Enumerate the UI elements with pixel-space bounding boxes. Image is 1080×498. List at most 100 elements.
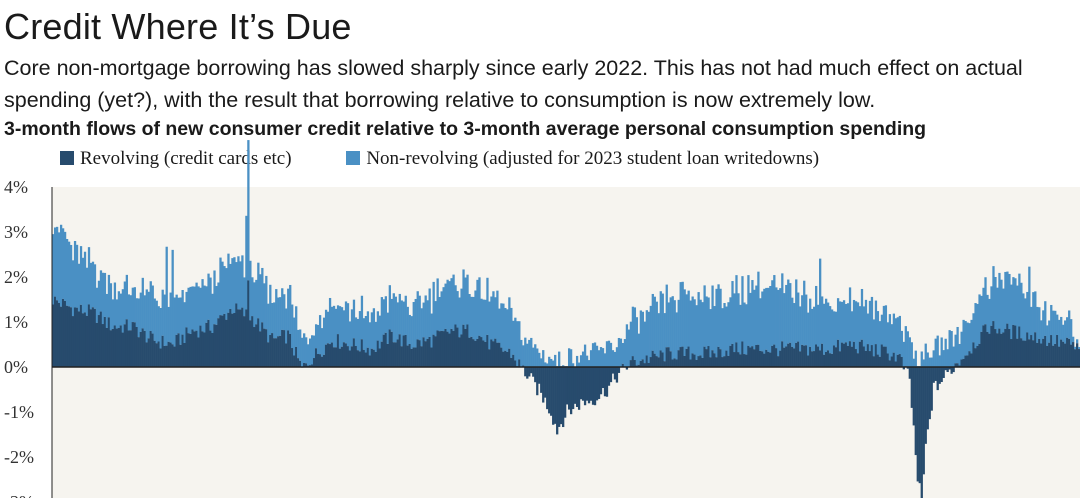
bar-non-revolving bbox=[219, 257, 222, 316]
bar-non-revolving bbox=[456, 291, 459, 328]
bar-non-revolving bbox=[514, 317, 517, 361]
bar-revolving bbox=[105, 327, 109, 367]
bar-revolving bbox=[199, 325, 202, 367]
bar-non-revolving bbox=[767, 287, 770, 352]
bar-non-revolving bbox=[165, 246, 168, 346]
page-title: Credit Where It’s Due bbox=[4, 6, 352, 47]
bar-revolving bbox=[133, 322, 136, 367]
bar-non-revolving bbox=[205, 286, 208, 323]
bar-revolving bbox=[1010, 339, 1013, 367]
bar-revolving bbox=[621, 363, 625, 367]
bar-revolving bbox=[940, 367, 943, 383]
bar-revolving bbox=[320, 356, 324, 367]
bar-revolving bbox=[97, 315, 101, 367]
bar-non-revolving bbox=[852, 299, 856, 342]
bar-non-revolving bbox=[601, 348, 605, 367]
bar-non-revolving bbox=[665, 284, 668, 348]
bar-revolving bbox=[886, 353, 890, 367]
bar-non-revolving bbox=[69, 244, 73, 308]
bar-revolving bbox=[458, 337, 461, 367]
bar-non-revolving bbox=[673, 300, 676, 359]
bar-non-revolving bbox=[731, 281, 734, 344]
bar-non-revolving bbox=[685, 294, 688, 349]
bar-non-revolving bbox=[303, 333, 306, 363]
bar-revolving bbox=[189, 333, 192, 367]
bar-revolving bbox=[759, 350, 762, 367]
bar-non-revolving bbox=[1056, 314, 1059, 335]
bar-revolving bbox=[836, 339, 840, 367]
bar-revolving bbox=[342, 342, 346, 367]
bar-revolving bbox=[838, 351, 842, 367]
bar-non-revolving bbox=[464, 277, 467, 329]
bar-non-revolving bbox=[695, 305, 698, 360]
bar-non-revolving bbox=[920, 351, 923, 367]
bar-revolving bbox=[793, 348, 796, 367]
bar-non-revolving bbox=[956, 326, 959, 364]
bar-non-revolving bbox=[277, 297, 280, 337]
bar-revolving bbox=[344, 343, 348, 367]
bar-revolving bbox=[803, 345, 806, 367]
bar-revolving bbox=[73, 307, 77, 367]
bar-non-revolving bbox=[691, 296, 694, 354]
bar-revolving bbox=[735, 342, 738, 367]
bar-revolving bbox=[356, 350, 360, 367]
bar-non-revolving bbox=[428, 288, 431, 337]
bar-non-revolving bbox=[585, 355, 589, 367]
bar-non-revolving bbox=[868, 300, 872, 352]
bar-non-revolving bbox=[504, 307, 507, 351]
bar-revolving bbox=[799, 351, 802, 367]
bar-revolving bbox=[986, 331, 989, 367]
bar-non-revolving bbox=[838, 301, 842, 352]
bar-revolving bbox=[390, 331, 393, 367]
bar-revolving bbox=[1050, 335, 1053, 367]
bar-non-revolving bbox=[591, 343, 595, 367]
bar-non-revolving bbox=[189, 286, 192, 334]
bar-non-revolving bbox=[898, 315, 901, 355]
bar-non-revolving bbox=[964, 321, 967, 356]
bar-non-revolving bbox=[1020, 282, 1023, 339]
bar-revolving bbox=[328, 344, 332, 367]
bar-revolving bbox=[560, 367, 563, 425]
bar-revolving bbox=[159, 348, 162, 367]
bar-revolving bbox=[936, 367, 939, 391]
bar-non-revolving bbox=[844, 304, 848, 343]
bar-revolving bbox=[145, 342, 148, 367]
bar-revolving bbox=[157, 341, 160, 367]
bar-non-revolving bbox=[1022, 293, 1025, 341]
bar-non-revolving bbox=[358, 311, 362, 352]
bar-non-revolving bbox=[366, 311, 370, 348]
bar-revolving bbox=[227, 312, 230, 367]
bar-revolving bbox=[1074, 349, 1077, 367]
bar-non-revolving bbox=[1016, 285, 1019, 339]
bar-non-revolving bbox=[312, 335, 316, 359]
bar-non-revolving bbox=[579, 355, 583, 367]
bar-revolving bbox=[605, 367, 609, 397]
bar-revolving bbox=[950, 367, 953, 374]
bar-revolving bbox=[687, 346, 690, 367]
bar-revolving bbox=[506, 351, 509, 367]
bar-revolving bbox=[420, 346, 423, 367]
bar-revolving bbox=[484, 341, 487, 367]
bar-revolving bbox=[376, 340, 380, 367]
legend-item-revolving: Revolving (credit cards etc) bbox=[60, 148, 292, 170]
bar-revolving bbox=[175, 334, 178, 367]
bar-non-revolving bbox=[681, 281, 684, 347]
bar-revolving bbox=[823, 354, 826, 367]
bar-revolving bbox=[739, 354, 742, 367]
bar-non-revolving bbox=[1060, 316, 1063, 340]
bar-revolving bbox=[795, 342, 798, 367]
bar-revolving bbox=[1026, 332, 1029, 367]
bar-revolving bbox=[781, 341, 784, 367]
bar-revolving bbox=[139, 331, 142, 367]
bar-non-revolving bbox=[432, 281, 435, 335]
bar-non-revolving bbox=[1064, 320, 1067, 344]
bar-non-revolving bbox=[348, 321, 352, 351]
bar-revolving bbox=[219, 315, 222, 367]
bar-non-revolving bbox=[297, 329, 300, 359]
bar-revolving bbox=[303, 362, 306, 367]
bar-revolving bbox=[729, 345, 732, 367]
bar-non-revolving bbox=[422, 302, 425, 338]
bar-non-revolving bbox=[765, 287, 768, 350]
bar-revolving bbox=[394, 342, 397, 367]
bar-non-revolving bbox=[227, 253, 230, 313]
